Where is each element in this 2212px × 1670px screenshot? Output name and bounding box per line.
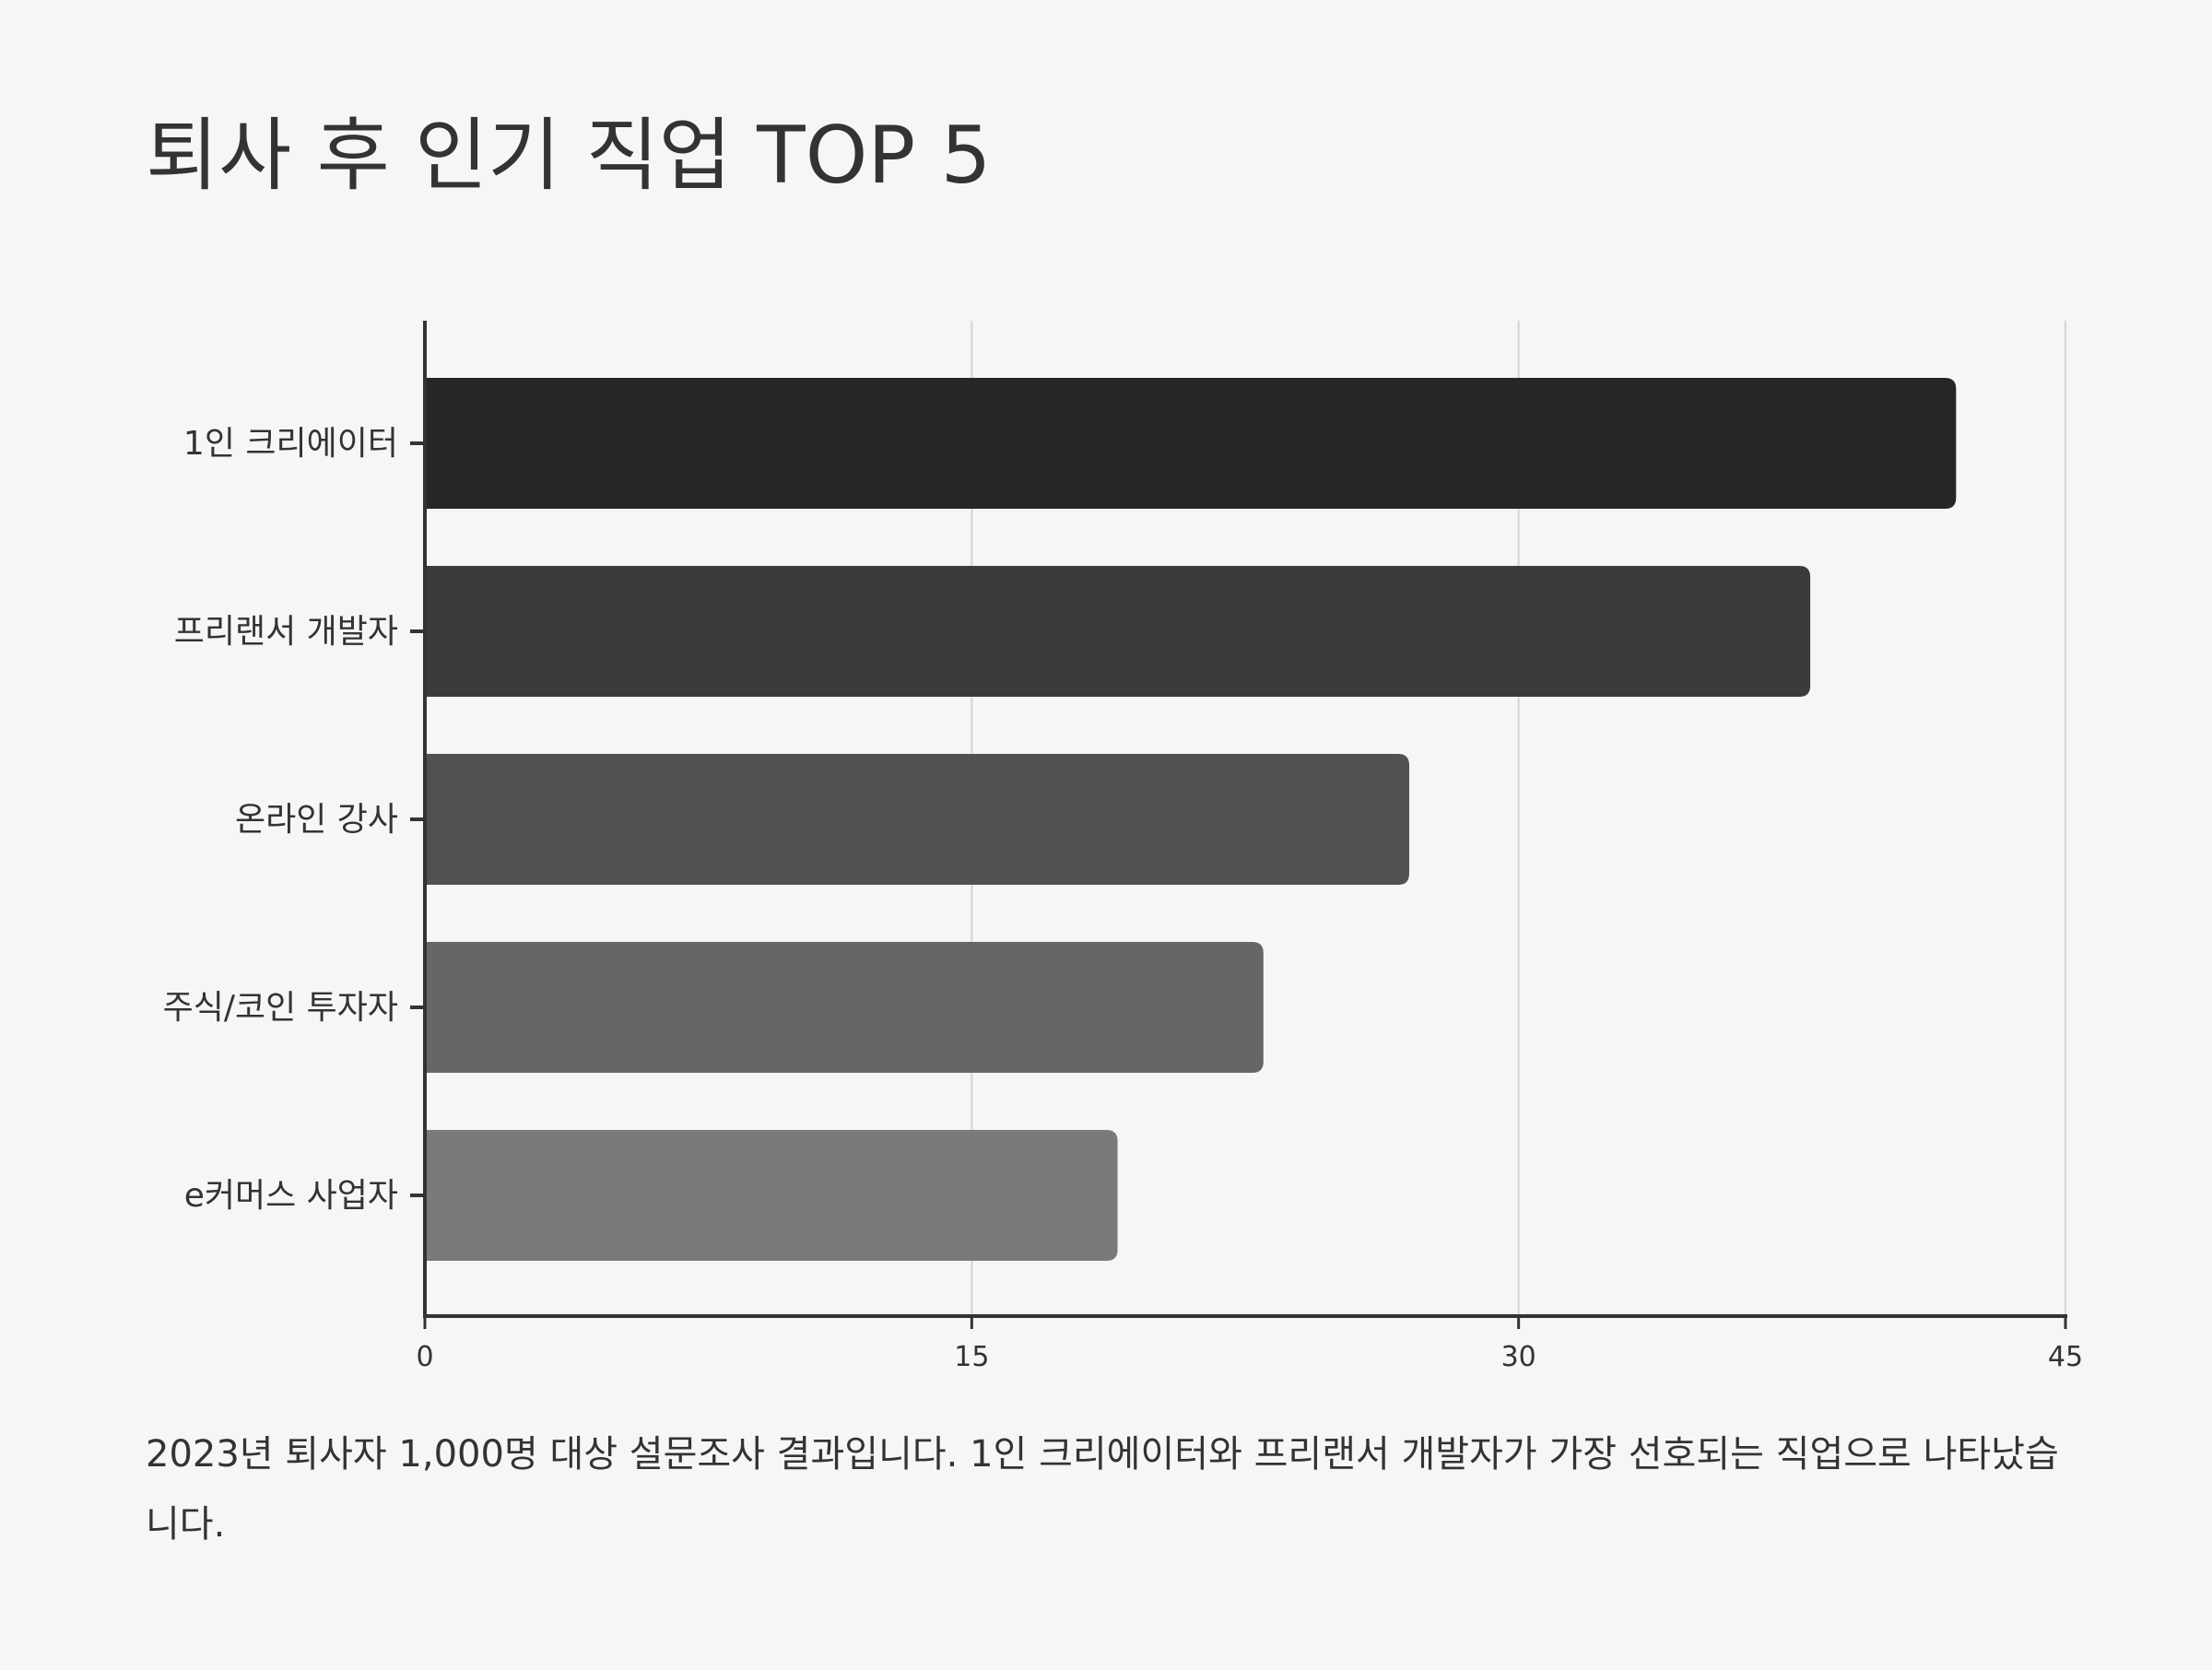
category-label-5: e커머스 사업자 [184,1177,398,1215]
bars [425,378,1957,1261]
axes [410,321,2067,1329]
chart-title: 퇴사 후 인기 직업 TOP 5 [146,110,992,202]
bar-1 [425,378,1957,509]
category-label-4: 주식/코인 투자자 [163,989,398,1027]
x-tick-label-0: 0 [416,1341,433,1373]
bar-4 [425,942,1264,1073]
x-tick-label-30: 30 [1501,1341,1536,1373]
category-label-1: 1인 크리에이터 [183,425,398,463]
category-label-3: 온라인 강사 [235,801,398,839]
x-tick-label-15: 15 [954,1341,989,1373]
x-tick-label-45: 45 [2048,1341,2083,1373]
bar-2 [425,566,1811,697]
chart-caption: 2023년 퇴사자 1,000명 대상 설문조사 결과입니다. 1인 크리에이터… [146,1433,2059,1546]
category-label-2: 프리랜서 개발자 [174,613,398,651]
bar-3 [425,754,1409,885]
bar-5 [425,1130,1118,1261]
